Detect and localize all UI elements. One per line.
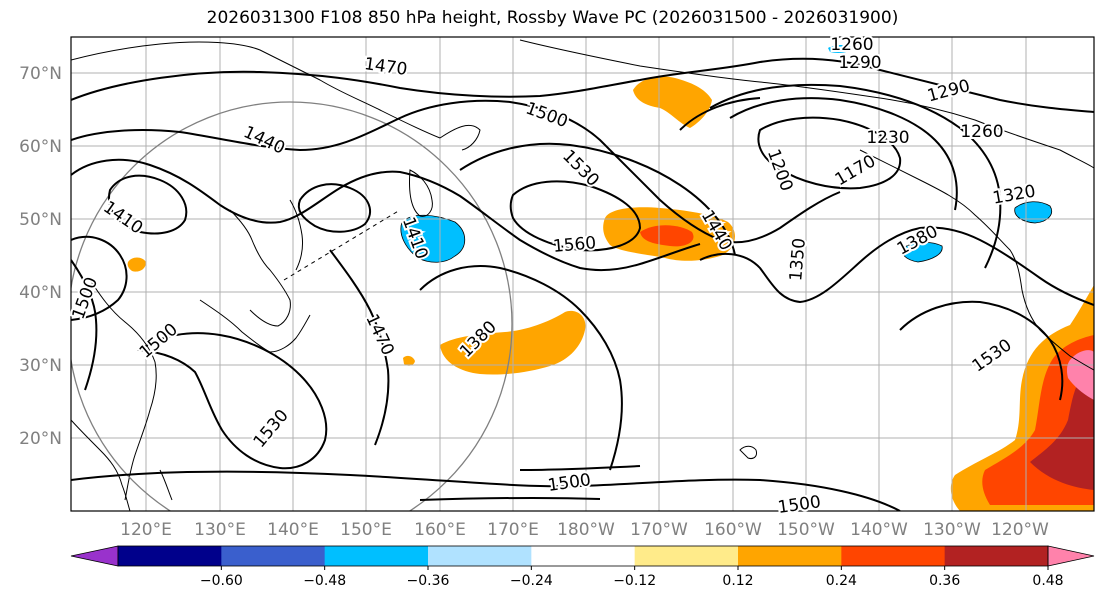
- colorbar-extend-low: [70, 545, 119, 567]
- contour-label: 1350: [786, 237, 810, 282]
- colorbar-tick-label: 0.48: [1032, 573, 1063, 589]
- lon-label: 140°E: [267, 520, 319, 540]
- positive-anomaly-shading: [127, 76, 1094, 511]
- contour-label: 1260: [830, 35, 873, 55]
- colorbar-tick-label: −0.24: [510, 573, 553, 589]
- lat-label-group: 70°N 60°N 50°N 40°N 30°N 20°N: [19, 64, 62, 449]
- contour-label: 1260: [960, 122, 1003, 142]
- map-title: 2026031300 F108 850 hPa height, Rossby W…: [206, 8, 899, 28]
- lat-label: 70°N: [19, 64, 62, 84]
- lat-lon-gridlines: [71, 37, 1094, 511]
- colorbar-segment: [118, 546, 222, 566]
- colorbar-tick-label: 0.12: [722, 573, 753, 589]
- colorbar-outline: [117, 545, 1049, 567]
- lon-label: 120°W: [991, 520, 1049, 540]
- colorbar-tick-label: −0.60: [200, 573, 243, 589]
- colorbar-tick-label: 0.24: [826, 573, 857, 589]
- lat-label: 30°N: [19, 356, 62, 376]
- colorbar-ticks: −0.60 −0.48 −0.36 −0.24 −0.12 0.12 0.24 0.36 0.4…: [200, 566, 1064, 589]
- lon-label: 160°W: [704, 520, 762, 540]
- map-frame-bg: [71, 37, 1094, 511]
- lon-label: 180°W: [557, 520, 615, 540]
- lon-label-group: 120°E 130°E 140°E 150°E 160°E 170°E 180°…: [120, 520, 1049, 540]
- lon-label: 150°E: [340, 520, 392, 540]
- lon-label: 160°E: [414, 520, 466, 540]
- colorbar-segment: [531, 546, 636, 566]
- colorbar-extend-high: [1047, 545, 1095, 567]
- colorbar-segment: [841, 546, 946, 566]
- lat-label: 20°N: [19, 429, 62, 449]
- colorbar-segment: [428, 546, 532, 566]
- colorbar-segment: [738, 546, 842, 566]
- colorbar-tick-label: −0.12: [613, 573, 656, 589]
- colorbar-tick-label: −0.48: [303, 573, 346, 589]
- dashed-track: [283, 209, 401, 281]
- lon-label: 130°W: [923, 520, 981, 540]
- lon-label: 150°W: [777, 520, 835, 540]
- colorbar-tick-label: 0.36: [929, 573, 960, 589]
- coastlines: [71, 39, 1094, 511]
- colorbar-segment: [944, 546, 1049, 566]
- lon-label: 170°E: [487, 520, 539, 540]
- lat-label: 40°N: [19, 283, 62, 303]
- lat-label: 50°N: [19, 210, 62, 230]
- contour-label: 1560: [552, 233, 597, 257]
- lon-label: 140°W: [850, 520, 908, 540]
- contour-label: 1290: [838, 53, 881, 73]
- lon-label: 170°W: [630, 520, 688, 540]
- lon-label: 120°E: [120, 520, 172, 540]
- contour-label: 1230: [866, 128, 909, 148]
- colorbar-tick-label: −0.36: [407, 573, 450, 589]
- colorbar-segment: [221, 546, 326, 566]
- colorbar: [70, 545, 1095, 567]
- lon-label: 130°E: [194, 520, 246, 540]
- great-circle-outline: [71, 101, 513, 511]
- height-contours: [71, 57, 1094, 511]
- negative-anomaly-shading: [400, 45, 1052, 263]
- map-border: [70, 36, 1095, 512]
- colorbar-segment: [324, 546, 429, 566]
- colorbar-segment: [634, 546, 739, 566]
- lat-label: 60°N: [19, 137, 62, 157]
